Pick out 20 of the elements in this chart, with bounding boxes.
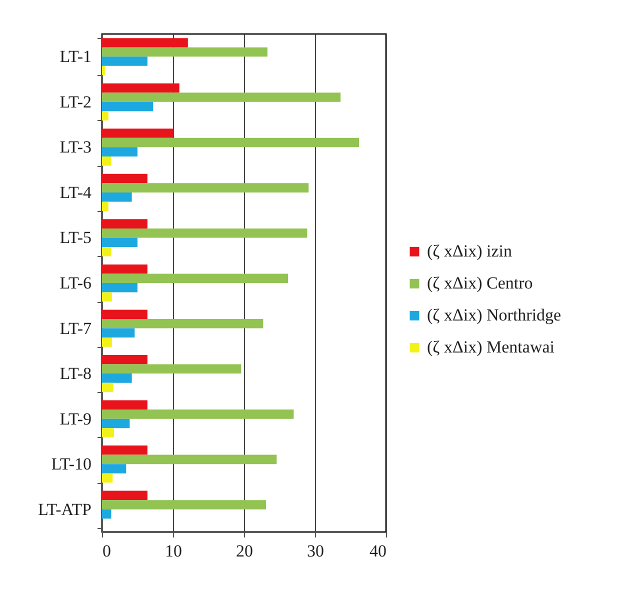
x-tick-label: 20 <box>236 542 253 560</box>
y-tick-label: LT-10 <box>51 454 92 474</box>
y-tick-label: LT-ATP <box>38 500 92 519</box>
y-tick-label: LT-5 <box>60 228 92 248</box>
y-tick-label: LT-9 <box>60 409 92 428</box>
legend-label: (ζ xΔix) Centro <box>427 274 533 293</box>
legend-label: (ζ xΔix) Northridge <box>427 306 562 325</box>
x-tick-label: 10 <box>165 542 182 560</box>
legend-label: (ζ xΔix) Mentawai <box>427 338 555 357</box>
y-tick-label: LT-6 <box>60 274 92 292</box>
x-tick-label: 40 <box>370 542 386 560</box>
legend-label: (ζ xΔix) izin <box>427 242 513 261</box>
y-tick-label: LT-1 <box>60 47 92 66</box>
x-tick-label: 30 <box>307 542 324 560</box>
y-tick-label: LT-3 <box>60 138 92 157</box>
y-tick-label: LT-4 <box>60 182 92 202</box>
x-tick-label: 0 <box>102 542 111 560</box>
y-tick-label: LT-8 <box>60 364 92 384</box>
y-tick-label: LT-7 <box>60 318 92 338</box>
y-tick-label: LT-2 <box>60 92 92 112</box>
